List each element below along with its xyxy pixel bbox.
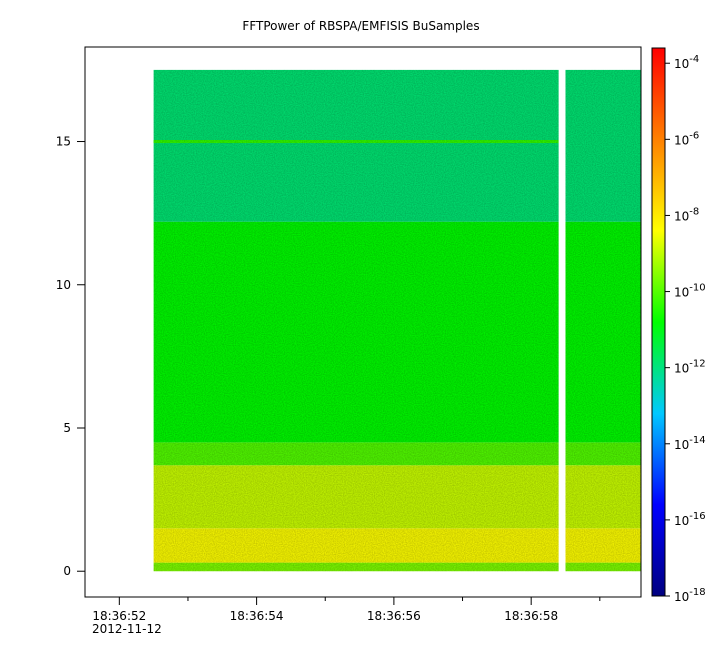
colorbar-tick-label-6: 10-6 <box>674 130 699 147</box>
y-axis: 0 5 10 15 <box>56 135 85 578</box>
power-band-0 <box>153 562 641 572</box>
data-gap <box>558 68 566 573</box>
y-tick-label-1: 5 <box>63 421 71 435</box>
colorbar-tick-label-4: 10-10 <box>674 283 706 300</box>
y-tick-label-2: 10 <box>56 278 71 292</box>
colorbar-tick-label-7: 10-4 <box>674 54 699 71</box>
x-tick-label-2: 18:36:56 <box>367 609 421 623</box>
x-axis-date-label: 2012-11-12 <box>92 622 162 636</box>
colorbar-tick-label-0: 10-18 <box>674 587 706 604</box>
x-tick-label-1: 18:36:54 <box>230 609 284 623</box>
chart-title: FFTPower of RBSPA/EMFISIS BuSamples <box>242 19 479 33</box>
x-axis: 18:36:52 18:36:54 18:36:56 18:36:58 <box>92 597 601 623</box>
y-tick-label-3: 15 <box>56 135 71 149</box>
spectrogram-data <box>153 69 641 572</box>
power-band-5 <box>153 69 641 222</box>
y-tick-label-0: 0 <box>63 564 71 578</box>
power-band-4 <box>153 221 641 443</box>
x-tick-label-3: 18:36:58 <box>504 609 558 623</box>
plot-frame <box>84 46 642 598</box>
power-band-1 <box>153 528 641 563</box>
data-gap-stripe <box>558 68 566 573</box>
colorbar-tick-label-3: 10-12 <box>674 359 706 376</box>
line-feature-0 <box>153 140 559 144</box>
colorbar-tick-label-1: 10-16 <box>674 511 706 528</box>
colorbar <box>651 47 666 597</box>
x-tick-label-0: 18:36:52 <box>92 609 146 623</box>
colorbar-tick-label-5: 10-8 <box>674 206 699 223</box>
colorbar-axis: 10-18 10-16 10-14 10-12 10-10 10-8 10-6 10-4 <box>665 54 706 604</box>
power-band-3 <box>153 442 641 466</box>
power-band-2 <box>153 465 641 529</box>
colorbar-tick-label-2: 10-14 <box>674 435 706 452</box>
